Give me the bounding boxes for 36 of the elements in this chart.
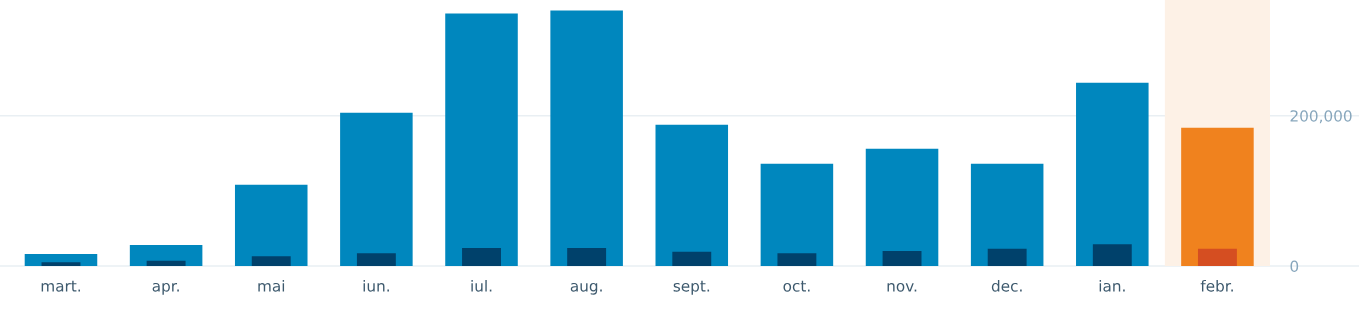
y-tick-label: 0	[1290, 260, 1299, 273]
y-tick-label: 200,000	[1290, 110, 1352, 124]
bar	[1197, 248, 1237, 266]
bar	[41, 262, 81, 266]
x-tick-label: iul.	[471, 279, 492, 292]
bar	[445, 13, 518, 266]
x-tick-label: sept.	[673, 280, 710, 295]
bar	[970, 163, 1044, 266]
x-tick-label: ian.	[1099, 279, 1125, 292]
bar	[550, 10, 623, 266]
bar	[987, 248, 1027, 266]
bar	[655, 124, 729, 266]
bar	[234, 184, 308, 266]
bar	[865, 148, 939, 266]
bar	[146, 260, 186, 266]
bar	[760, 163, 834, 266]
bar	[1092, 244, 1132, 266]
bar	[777, 253, 817, 266]
x-tick-label: nov.	[887, 282, 917, 292]
bar	[462, 247, 501, 266]
bar	[567, 247, 607, 266]
x-tick-label: febr.	[1200, 279, 1233, 292]
x-tick-label: mart.	[41, 280, 81, 292]
x-tick-label: apr.	[152, 282, 179, 295]
x-tick-label: aug.	[570, 282, 602, 295]
bar	[1181, 127, 1254, 266]
x-tick-label: oct.	[783, 280, 810, 292]
x-tick-label: dec.	[991, 279, 1022, 292]
bar	[356, 253, 396, 266]
bar	[251, 256, 291, 266]
x-tick-label: iun.	[363, 279, 389, 292]
x-tick-label: mai	[258, 279, 285, 292]
bar	[340, 112, 413, 266]
bar	[882, 250, 922, 266]
bar	[1076, 82, 1149, 266]
bar	[672, 251, 712, 266]
